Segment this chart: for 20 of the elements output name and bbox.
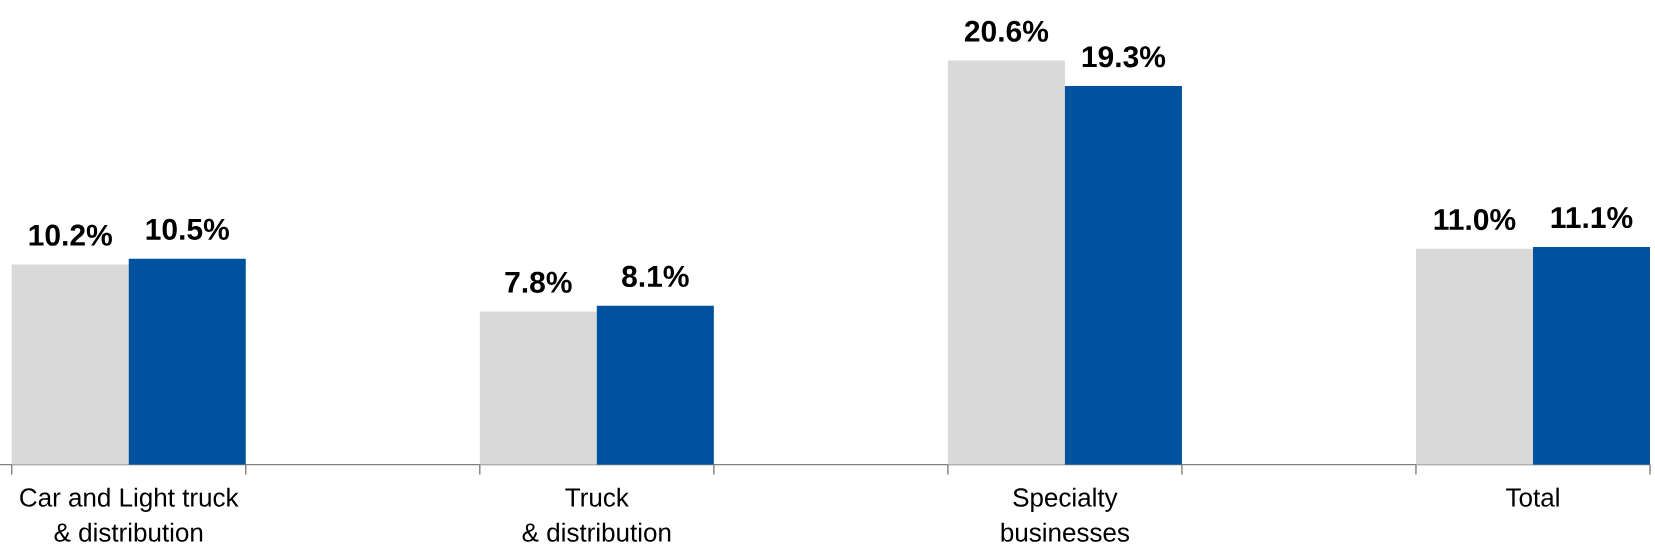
x-tick-label: Truck & distribution	[522, 487, 671, 542]
bar	[596, 305, 714, 465]
bar	[128, 258, 246, 465]
bar	[1532, 246, 1650, 465]
bar	[479, 311, 597, 465]
data-label: 7.8%	[505, 271, 572, 293]
data-label: 8.1%	[622, 265, 689, 288]
bar	[947, 60, 1065, 465]
data-label: 10.2%	[29, 224, 112, 246]
x-tick-label: Car and Light truck & distribution	[20, 487, 239, 542]
bar	[1415, 248, 1533, 465]
data-label: 10.5%	[146, 218, 229, 240]
bar	[11, 264, 129, 465]
data-label: 19.3%	[1082, 46, 1166, 68]
data-label: 20.6%	[964, 20, 1049, 42]
data-label: 11.0%	[1434, 208, 1516, 231]
x-tick-label: Total	[1506, 487, 1559, 507]
x-tick-label: Specialty businesses	[1001, 487, 1129, 542]
bar	[1064, 86, 1182, 465]
data-label: 11.1%	[1551, 207, 1633, 229]
